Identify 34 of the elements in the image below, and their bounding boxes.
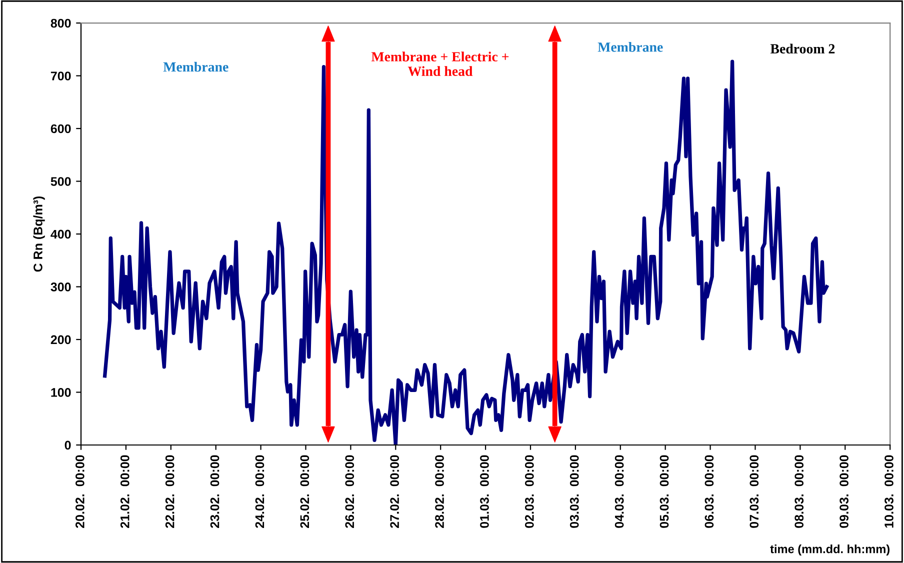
- y-axis-title: C Rn (Bq/m³): [33, 196, 45, 272]
- annotation: Bedroom 2: [770, 44, 835, 54]
- x-tick-label: 07.03. 00:00: [750, 455, 759, 528]
- x-tick-label: 02.03. 00:00: [524, 455, 534, 528]
- y-tick-label: 400: [50, 230, 71, 239]
- y-tick-label: 600: [50, 124, 71, 134]
- x-tick-label: 23.02. 00:00: [210, 455, 220, 528]
- x-tick-label: 05.03. 00:00: [660, 455, 669, 528]
- x-tick-label: 24.02. 00:00: [255, 455, 264, 528]
- y-tick-label: 800: [50, 18, 71, 28]
- y-tick-label: 0: [64, 440, 71, 450]
- x-tick-label: 09.03. 00:00: [840, 455, 849, 528]
- annotation: Membrane: [598, 42, 663, 52]
- x-tick-label: 27.02. 00:00: [390, 455, 399, 528]
- x-tick-label: 26.02. 00:00: [345, 455, 354, 528]
- x-tick-label: 04.03. 00:00: [614, 455, 624, 528]
- x-axis-title: time (mm.dd. hh:mm): [770, 544, 890, 556]
- y-tick-label: 700: [50, 72, 71, 80]
- x-tick-label: 08.03. 00:00: [794, 455, 804, 528]
- x-tick-label: 22.02. 00:00: [165, 455, 174, 528]
- x-tick-label: 06.03. 00:00: [704, 455, 714, 528]
- x-tick-label: 20.02. 00:00: [76, 455, 84, 528]
- y-tick-label: 200: [50, 335, 71, 344]
- y-tick-label: 100: [51, 388, 71, 397]
- x-tick-label: 03.03. 00:00: [570, 455, 579, 528]
- y-tick-label: 300: [50, 282, 71, 292]
- x-tick-label: 01.03. 00:00: [480, 455, 489, 528]
- x-tick-label: 21.02. 00:00: [120, 455, 130, 528]
- annotation: Membrane + Electric + Wind head: [371, 52, 509, 76]
- annotation: Membrane: [163, 62, 228, 72]
- x-tick-label: 28.02. 00:00: [435, 455, 444, 528]
- x-tick-label: 25.02. 00:00: [300, 455, 310, 528]
- x-tick-label: 10.03. 00:00: [884, 455, 894, 528]
- y-tick-label: 500: [50, 177, 71, 186]
